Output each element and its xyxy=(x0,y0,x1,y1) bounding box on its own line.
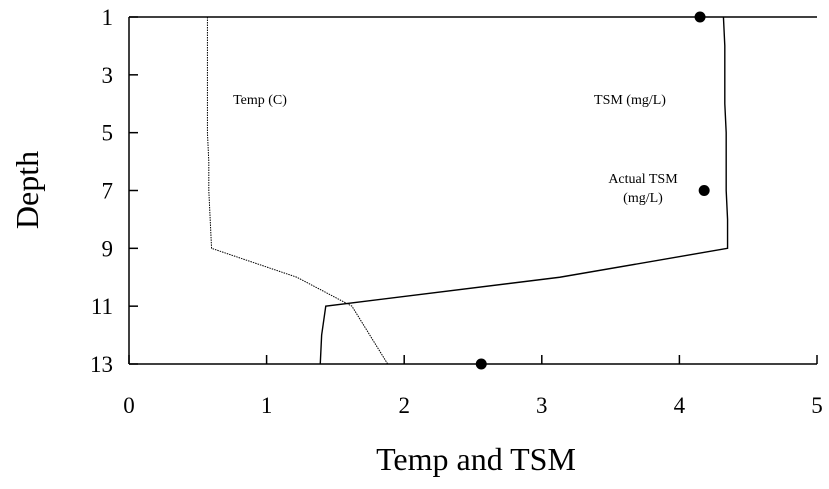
x-tick-label: 3 xyxy=(536,393,548,418)
y-tick-label: 1 xyxy=(102,5,114,30)
series-label: Actual TSM (mg/L) xyxy=(608,172,678,206)
y-tick-label: 7 xyxy=(102,179,114,204)
data-point xyxy=(475,358,487,370)
y-tick-label: 11 xyxy=(91,294,113,319)
series-line xyxy=(206,17,389,365)
y-tick-label: 13 xyxy=(90,352,113,377)
x-axis-title: Temp and TSM xyxy=(376,441,576,477)
x-tick-label: 2 xyxy=(398,393,410,418)
x-tick-label: 1 xyxy=(261,393,273,418)
series-line xyxy=(319,16,729,365)
data-point xyxy=(698,185,710,196)
y-tick-label: 3 xyxy=(102,63,114,88)
x-tick-label: 5 xyxy=(811,393,823,418)
y-tick-label: 9 xyxy=(102,236,114,261)
series-label: TSM (mg/L) xyxy=(594,93,666,108)
y-tick-label: 5 xyxy=(102,121,114,146)
data-point xyxy=(694,11,706,23)
x-tick-label: 4 xyxy=(674,393,686,418)
y-axis-title: Depth xyxy=(9,151,45,229)
x-tick-label: 0 xyxy=(123,393,135,418)
series-label: Temp (C) xyxy=(233,93,287,108)
